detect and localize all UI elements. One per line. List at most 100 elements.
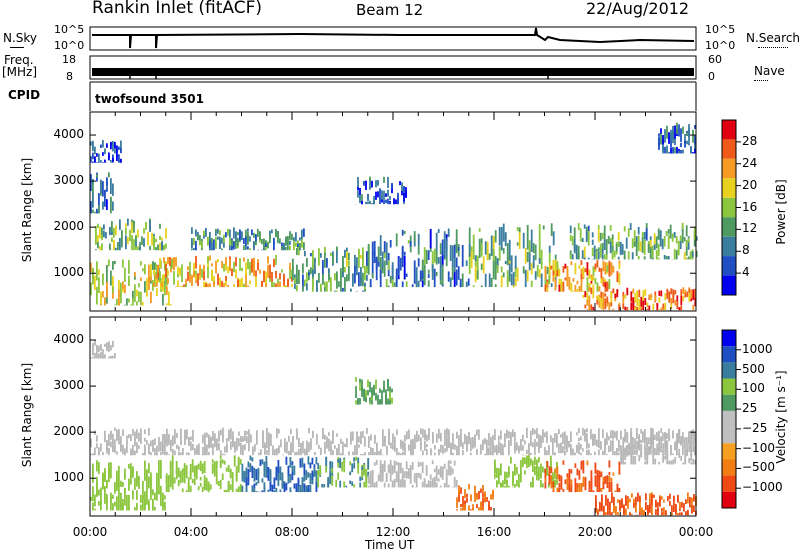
power-echo-region: [468, 223, 559, 288]
colorbar-swatch: [722, 394, 736, 411]
xaxis-tick-label: 00:00: [72, 525, 108, 539]
power-ylabel: Slant Range [km]: [20, 157, 34, 263]
yaxis-tick-label: 3000: [53, 173, 84, 188]
colorbar-tick-label: 100: [742, 381, 765, 396]
colorbar-swatch: [722, 459, 736, 476]
colorbar-swatch: [722, 217, 736, 237]
colorbar-swatch: [722, 443, 736, 460]
power-echo-region: [544, 259, 621, 292]
colorbar-tick-label: 8: [742, 243, 750, 258]
colorbar-swatch: [722, 275, 736, 295]
velocity-echo-region: [90, 459, 166, 511]
nsky-tick-bottom: 10^0: [54, 39, 85, 52]
nsearch-tick-bottom: 10^0: [705, 39, 736, 52]
velocity-colorbar: [721, 329, 737, 509]
yaxis-tick-label: 4000: [53, 127, 84, 142]
colorbar-swatch: [722, 362, 736, 379]
velocity-echo-region: [317, 456, 370, 488]
velocity-echo-region: [241, 455, 318, 493]
yaxis-tick-label: 4000: [53, 332, 84, 347]
colorbar-swatch: [722, 475, 736, 492]
colorbar-tick-label: 20: [742, 177, 758, 192]
colorbar-swatch: [722, 139, 736, 159]
colorbar-swatch: [722, 346, 736, 363]
colorbar-tick-label: −500: [742, 460, 775, 475]
cpid-value: twofsound 3501: [95, 92, 204, 106]
power-echo-region: [658, 122, 696, 154]
freq-panel-frame: [89, 55, 697, 80]
freq-tick-bottom: 8: [66, 70, 73, 83]
nave-label: Nave: [754, 64, 785, 78]
power-echo-region: [191, 227, 305, 251]
velocity-echo-region: [355, 377, 393, 405]
velocity-echo-region: [595, 492, 697, 516]
power-echo-region: [90, 140, 122, 163]
colorbar-tick-label: 4: [742, 265, 750, 280]
yaxis-tick-label: 2000: [53, 424, 84, 439]
xaxis-label: Time UT: [365, 538, 415, 552]
colorbar-tick-label: 28: [742, 133, 758, 148]
colorbar-swatch: [722, 427, 736, 444]
xaxis-tick-label: 08:00: [274, 525, 310, 539]
velocity-colorbar-label: Velocity [m s⁻¹]: [774, 370, 788, 464]
power-echo-region: [355, 176, 407, 205]
xaxis-tick-label: 04:00: [173, 525, 209, 539]
power-echo-region: [95, 218, 167, 251]
colorbar-tick-label: −100: [742, 440, 775, 455]
xaxis-tick-label: 00:00: [678, 525, 714, 539]
xaxis-tick-label: 16:00: [476, 525, 512, 539]
beam-title: Beam 12: [356, 1, 424, 19]
freq-unit-label: [MHz]: [2, 65, 38, 79]
freq-label: Freq.: [4, 53, 34, 67]
power-echo-region: [367, 228, 470, 288]
power-echo-region: [292, 246, 368, 292]
nsky-label: N.Sky: [3, 31, 38, 45]
nsearch-label: N.Search: [746, 31, 800, 45]
date-title: 22/Aug/2012: [586, 0, 690, 18]
xaxis-tick-label: 20:00: [577, 525, 613, 539]
velocity-echo-region: [494, 455, 558, 488]
cpid-label: CPID: [8, 88, 41, 102]
power-echo-region: [153, 255, 293, 288]
nsearch-legend-line: [758, 47, 788, 48]
power-colorbar: [721, 119, 737, 296]
colorbar-tick-label: −1000: [742, 480, 783, 495]
velocity-plot: [90, 340, 697, 516]
colorbar-tick-label: 16: [742, 199, 758, 214]
colorbar-tick-label: −25: [742, 420, 768, 435]
colorbar-swatch: [722, 410, 736, 428]
yaxis-tick-label: 2000: [53, 219, 84, 234]
velocity-echo-region: [456, 484, 494, 511]
colorbar-swatch: [722, 178, 736, 198]
yaxis-tick-label: 3000: [53, 378, 84, 393]
colorbar-tick-label: 12: [742, 221, 758, 236]
power-colorbar-label: Power [dB]: [774, 179, 788, 245]
velocity-echo-region: [367, 459, 458, 488]
nsky-trace: [92, 27, 695, 49]
nsky-legend-line: [10, 47, 24, 48]
colorbar-swatch: [722, 378, 736, 395]
velocity-echo-region: [90, 427, 696, 456]
power-echo-region: [569, 222, 698, 260]
power-plot: [90, 122, 698, 311]
station-title: Rankin Inlet (fitACF): [92, 0, 263, 18]
colorbar-swatch: [722, 120, 736, 140]
nsky-tick-top: 10^5: [54, 23, 85, 36]
power-echo-region: [582, 287, 697, 311]
velocity-ylabel: Slant Range [km]: [20, 362, 34, 468]
colorbar-tick-label: 1000: [742, 341, 773, 356]
nave-tick-top: 60: [708, 53, 722, 66]
colorbar-swatch: [722, 256, 736, 276]
nsearch-tick-top: 10^5: [705, 23, 736, 36]
velocity-echo-region: [90, 340, 116, 359]
colorbar-swatch: [722, 491, 736, 508]
yaxis-tick-label: 1000: [53, 265, 84, 280]
velocity-echo-region: [544, 460, 621, 493]
colorbar-tick-label: 24: [742, 155, 758, 170]
nsky-panel-frame: [89, 26, 697, 51]
yaxis-tick-label: 1000: [53, 470, 84, 485]
nave-tick-bottom: 0: [708, 70, 715, 83]
xaxis-tick-label: 12:00: [375, 525, 411, 539]
colorbar-swatch: [722, 330, 736, 347]
